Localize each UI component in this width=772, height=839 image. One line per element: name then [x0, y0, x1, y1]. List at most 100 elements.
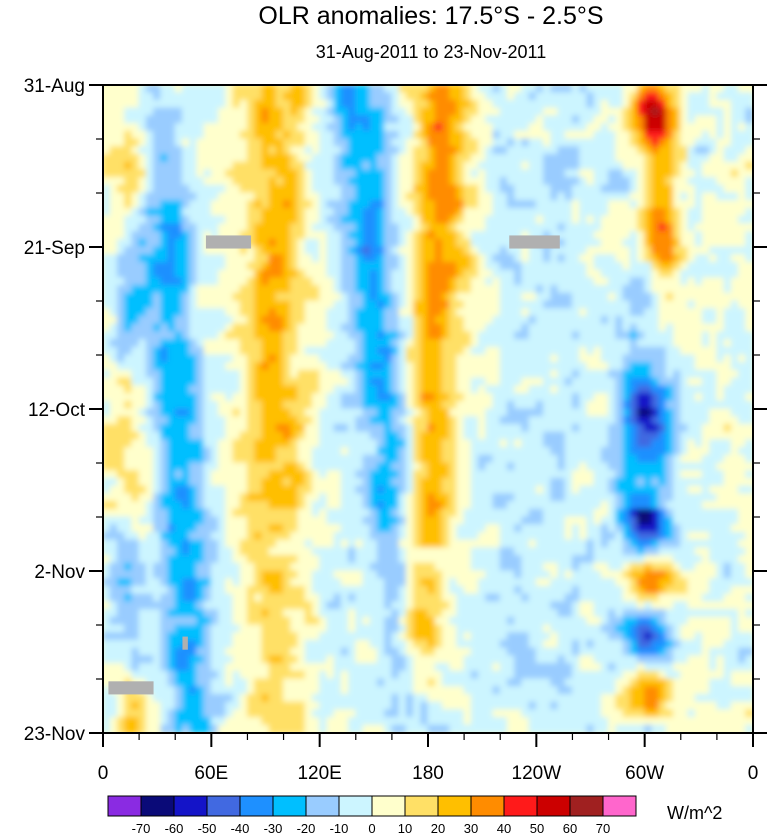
- heatmap-cell: [167, 238, 176, 248]
- heatmap-cell: [420, 454, 429, 464]
- heatmap-cell: [225, 192, 234, 202]
- heatmap-cell: [550, 369, 559, 379]
- heatmap-cell: [103, 285, 111, 294]
- heatmap-cell: [218, 369, 227, 379]
- heatmap-cell: [441, 261, 451, 271]
- heatmap-cell: [730, 161, 740, 171]
- heatmap-cell: [283, 315, 292, 325]
- heatmap-cell: [499, 300, 508, 310]
- heatmap-cell: [283, 501, 292, 510]
- heatmap-cell: [405, 393, 415, 402]
- heatmap-cell: [478, 300, 487, 310]
- heatmap-cell: [658, 285, 667, 294]
- heatmap-cell: [521, 99, 530, 109]
- heatmap-cell: [145, 323, 155, 333]
- heatmap-cell: [441, 115, 451, 125]
- heatmap-cell: [636, 261, 646, 271]
- heatmap-cell: [362, 246, 371, 256]
- heatmap-cell: [239, 400, 248, 410]
- heatmap-cell: [174, 400, 183, 410]
- heatmap-cell: [470, 92, 480, 101]
- heatmap-cell: [203, 369, 212, 379]
- heatmap-cell: [434, 501, 443, 510]
- heatmap-cell: [665, 130, 675, 140]
- heatmap-cell: [167, 501, 176, 510]
- heatmap-cell: [615, 454, 624, 464]
- heatmap-cell: [716, 377, 725, 387]
- heatmap-cell: [716, 177, 725, 186]
- heatmap-cell: [499, 200, 508, 209]
- heatmap-cell: [658, 408, 667, 418]
- heatmap-cell: [506, 346, 516, 356]
- heatmap-cell: [593, 184, 602, 194]
- heatmap-cell: [384, 285, 393, 294]
- heatmap-cell: [109, 184, 118, 194]
- heatmap-cell: [355, 169, 364, 179]
- heatmap-cell: [586, 85, 595, 94]
- heatmap-cell: [116, 393, 126, 402]
- heatmap-cell: [203, 184, 212, 194]
- heatmap-cell: [167, 439, 176, 449]
- heatmap-cell: [485, 138, 494, 148]
- heatmap-cell: [456, 400, 465, 410]
- heatmap-cell: [376, 138, 386, 148]
- heatmap-cell: [333, 184, 342, 194]
- heatmap-cell: [254, 207, 263, 217]
- heatmap-cell: [232, 285, 241, 294]
- heatmap-cell: [355, 292, 364, 302]
- heatmap-cell: [535, 362, 545, 371]
- heatmap-cell: [701, 470, 711, 479]
- heatmap-cell: [384, 323, 393, 333]
- heatmap-cell: [680, 261, 689, 271]
- heatmap-cell: [579, 246, 588, 256]
- heatmap-cell: [333, 400, 342, 410]
- heatmap-cell: [514, 207, 523, 217]
- heatmap-cell: [283, 308, 292, 317]
- heatmap-cell: [449, 315, 458, 325]
- heatmap-cell: [543, 454, 552, 464]
- heatmap-cell: [304, 439, 313, 449]
- heatmap-cell: [456, 423, 465, 433]
- heatmap-cell: [470, 346, 480, 356]
- heatmap-cell: [362, 261, 371, 271]
- heatmap-cell: [311, 215, 321, 225]
- heatmap-cell: [680, 354, 689, 364]
- heatmap-cell: [210, 447, 220, 456]
- heatmap-cell: [145, 400, 155, 410]
- heatmap-cell: [319, 377, 328, 387]
- heatmap-cell: [225, 107, 234, 117]
- heatmap-cell: [254, 431, 263, 441]
- heatmap-cell: [124, 393, 133, 402]
- heatmap-cell: [181, 99, 191, 109]
- heatmap-cell: [716, 261, 725, 271]
- heatmap-cell: [391, 184, 400, 194]
- heatmap-cell: [384, 470, 393, 479]
- heatmap-cell: [593, 354, 602, 364]
- heatmap-cell: [398, 184, 407, 194]
- heatmap-cell: [384, 315, 393, 325]
- heatmap-cell: [608, 369, 617, 379]
- heatmap-cell: [629, 400, 638, 410]
- heatmap-cell: [311, 346, 321, 356]
- heatmap-cell: [629, 346, 638, 356]
- heatmap-cell: [680, 207, 689, 217]
- heatmap-cell: [629, 354, 638, 364]
- heatmap-cell: [470, 138, 480, 148]
- heatmap-cell: [521, 447, 530, 456]
- heatmap-cell: [304, 462, 313, 472]
- heatmap-cell: [478, 339, 487, 348]
- heatmap-cell: [405, 400, 415, 410]
- heatmap-cell: [283, 130, 292, 140]
- heatmap-cell: [434, 408, 443, 418]
- heatmap-cell: [593, 300, 602, 310]
- heatmap-cell: [405, 377, 415, 387]
- heatmap-cell: [268, 153, 277, 163]
- heatmap-cell: [738, 192, 747, 202]
- heatmap-cell: [586, 138, 595, 148]
- heatmap-cell: [413, 462, 422, 472]
- heatmap-cell: [369, 285, 378, 294]
- heatmap-cell: [658, 431, 667, 441]
- heatmap-cell: [189, 138, 198, 148]
- heatmap-cell: [225, 493, 234, 503]
- heatmap-cell: [506, 408, 516, 418]
